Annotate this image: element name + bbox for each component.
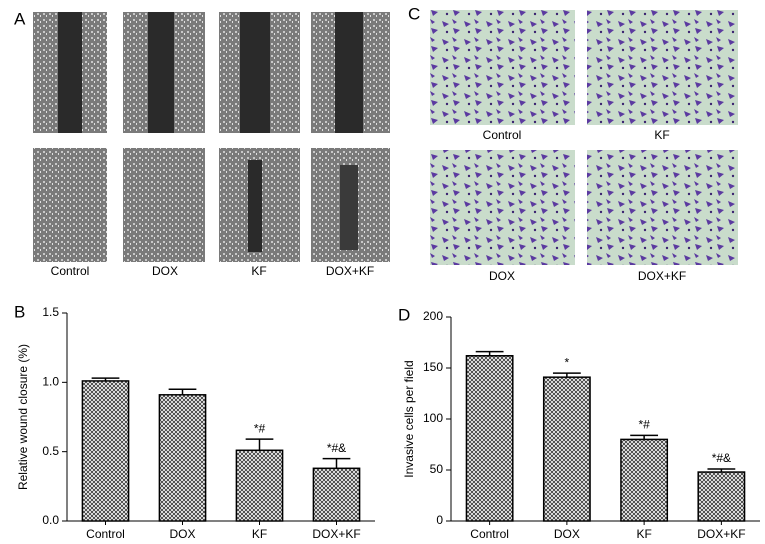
image-label: KF	[654, 128, 669, 142]
image-label: DOX	[152, 264, 178, 278]
x-tick-label: KF	[636, 527, 651, 541]
y-tick-label: 100	[423, 411, 443, 425]
significance-label: *#&	[712, 451, 731, 465]
panel-label: D	[398, 305, 410, 324]
significance-label: *#	[254, 421, 266, 435]
image-label: Control	[483, 128, 522, 142]
bar	[465, 355, 514, 522]
significance-label: *#	[638, 417, 650, 431]
bar	[81, 380, 130, 522]
image-label: DOX	[489, 269, 515, 283]
bar	[542, 376, 591, 522]
panel-label: C	[408, 4, 420, 23]
y-tick-label: 0.5	[42, 444, 59, 458]
x-tick-label: DOX+KF	[697, 527, 745, 541]
y-axis-label: Invasive cells per field	[402, 360, 416, 477]
x-tick-label: DOX	[169, 527, 195, 541]
y-tick-label: 0.0	[42, 513, 59, 527]
bar	[620, 438, 669, 522]
invasion-photos	[430, 10, 738, 265]
bar	[312, 467, 361, 522]
x-tick-label: Control	[86, 527, 125, 541]
x-tick-label: DOX	[554, 527, 580, 541]
y-tick-label: 50	[430, 462, 444, 476]
panel-label: B	[14, 302, 25, 321]
bar	[158, 394, 207, 522]
panel-label: A	[14, 9, 26, 28]
image-label: DOX+KF	[326, 264, 374, 278]
y-axis-label: Relative wound closure (%)	[16, 344, 30, 490]
significance-label: *	[565, 355, 570, 369]
y-tick-label: 1.5	[42, 305, 59, 319]
bar	[697, 471, 746, 522]
y-tick-label: 0	[436, 513, 443, 527]
image-label: DOX+KF	[638, 269, 686, 283]
x-tick-label: DOX+KF	[312, 527, 360, 541]
bar	[235, 449, 284, 522]
y-tick-label: 1.0	[42, 375, 59, 389]
wound-photos	[33, 12, 390, 262]
significance-label: *#&	[327, 441, 346, 455]
image-label: KF	[251, 264, 266, 278]
y-tick-label: 200	[423, 309, 443, 323]
y-tick-label: 150	[423, 360, 443, 374]
x-tick-label: KF	[252, 527, 267, 541]
image-label: Control	[51, 264, 90, 278]
x-tick-label: Control	[470, 527, 509, 541]
